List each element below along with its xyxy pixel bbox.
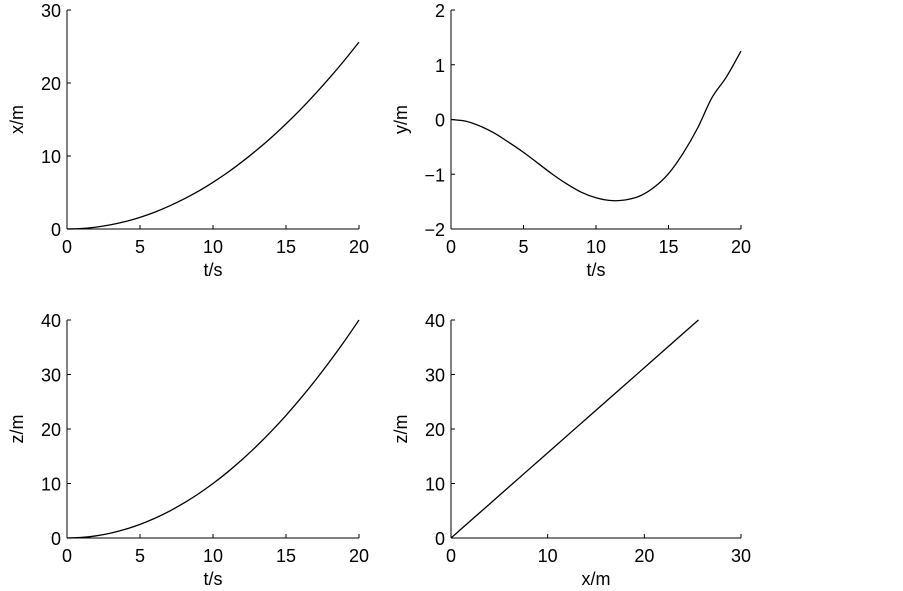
y-tick-label: 0 bbox=[435, 529, 445, 549]
x-tick-label: 20 bbox=[731, 237, 751, 257]
panel-y-vs-t: 0 5 10 15 20 −2 −1 0 1 2 t/s y/m bbox=[391, 1, 751, 280]
x-tick-label: 10 bbox=[203, 546, 223, 566]
y-tick-label: 30 bbox=[425, 366, 445, 386]
y-tick-label: 0 bbox=[435, 111, 445, 131]
x-tick-label: 20 bbox=[349, 546, 369, 566]
y-axis-label: z/m bbox=[391, 415, 411, 444]
y-axis-label: x/m bbox=[7, 105, 27, 134]
y-tick-label: 0 bbox=[51, 529, 61, 549]
x-tick-label: 15 bbox=[276, 546, 296, 566]
x-axis-label: t/s bbox=[203, 569, 222, 589]
y-tick-label: 20 bbox=[425, 420, 445, 440]
series-line bbox=[66, 319, 360, 539]
y-tick-label: 40 bbox=[41, 311, 61, 331]
panel-z-vs-x: 0 10 20 30 0 10 20 30 40 x/m z/m bbox=[391, 311, 751, 589]
x-tick-label: 20 bbox=[634, 546, 654, 566]
x-axis-label: t/s bbox=[203, 260, 222, 280]
x-tick-label: 0 bbox=[446, 546, 456, 566]
y-tick-label: 30 bbox=[41, 366, 61, 386]
y-tick-label: 10 bbox=[41, 147, 61, 167]
y-tick-label: 20 bbox=[41, 74, 61, 94]
x-axis-label: x/m bbox=[582, 569, 611, 589]
x-tick-label: 5 bbox=[518, 237, 528, 257]
x-tick-label: 0 bbox=[62, 237, 72, 257]
y-tick-label: 2 bbox=[435, 1, 445, 21]
y-tick-label: 1 bbox=[435, 56, 445, 76]
y-axis-label: y/m bbox=[391, 105, 411, 134]
x-tick-label: 30 bbox=[731, 546, 751, 566]
series-line bbox=[450, 50, 742, 202]
x-tick-label: 0 bbox=[62, 546, 72, 566]
x-tick-label: 10 bbox=[203, 237, 223, 257]
x-tick-label: 10 bbox=[538, 546, 558, 566]
x-tick-label: 5 bbox=[135, 237, 145, 257]
y-tick-label: 30 bbox=[41, 1, 61, 21]
panel-z-vs-t: 0 5 10 15 20 0 10 20 30 40 t/s z/m bbox=[7, 311, 369, 589]
y-tick-label: −2 bbox=[424, 220, 445, 240]
x-tick-label: 5 bbox=[135, 546, 145, 566]
x-tick-label: 10 bbox=[586, 237, 606, 257]
y-tick-label: 10 bbox=[41, 475, 61, 495]
series-line bbox=[66, 41, 360, 230]
x-tick-label: 0 bbox=[446, 237, 456, 257]
x-axis-label: t/s bbox=[586, 260, 605, 280]
y-tick-label: 10 bbox=[425, 475, 445, 495]
x-tick-label: 15 bbox=[276, 237, 296, 257]
y-tick-label: 20 bbox=[41, 420, 61, 440]
y-tick-label: −1 bbox=[424, 165, 445, 185]
x-tick-label: 15 bbox=[658, 237, 678, 257]
y-tick-label: 40 bbox=[425, 311, 445, 331]
y-tick-label: 0 bbox=[51, 220, 61, 240]
x-tick-label: 20 bbox=[349, 237, 369, 257]
panel-x-vs-t: 0 5 10 15 20 0 10 20 30 t/s x/m bbox=[7, 1, 369, 280]
y-axis-label: z/m bbox=[7, 415, 27, 444]
series-line bbox=[450, 319, 699, 539]
